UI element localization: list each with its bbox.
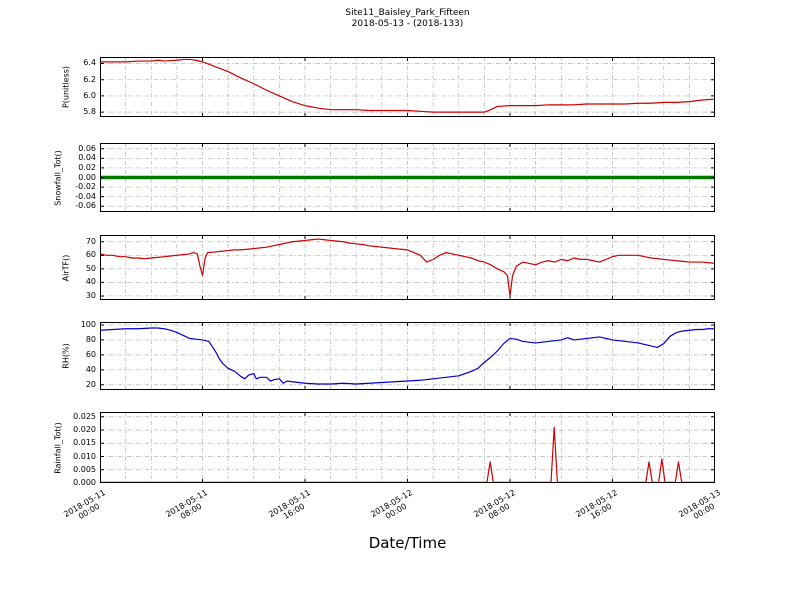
x-tick-label: 2018-05-11 16:00 (266, 488, 312, 521)
x-tick-label: 2018-05-13 00:00 (676, 488, 722, 521)
y-tick-label: 40 (85, 364, 96, 374)
panel-airtf (100, 235, 715, 300)
plot-canvas (100, 322, 715, 390)
y-tick-label: 60 (85, 250, 96, 260)
x-axis-title: Date/Time (368, 534, 447, 552)
panel-rainfall-tot (100, 412, 715, 483)
y-axis-label: Rainfall_Tot() (53, 421, 63, 474)
y-tick-label: 0.025 (73, 411, 96, 421)
y-tick-label: 0.00 (78, 172, 96, 182)
panel-rh (100, 322, 715, 390)
y-tick-label: 80 (85, 334, 96, 344)
y-tick-label: 0.06 (78, 143, 96, 153)
x-tick-label: 2018-05-12 16:00 (574, 488, 619, 521)
chart-title: Site11_Baisley_Park_Fifteen 2018-05-13 -… (0, 8, 800, 30)
y-tick-label: 60 (85, 349, 96, 359)
y-tick-label: 0.02 (78, 162, 96, 172)
plot-canvas (100, 235, 715, 300)
y-tick-label: 6.0 (83, 90, 96, 100)
y-tick-label: 70 (85, 236, 96, 246)
y-axis-label: P(unitless) (61, 65, 71, 109)
y-tick-label: 0.010 (73, 451, 96, 461)
x-tick-label: 2018-05-12 08:00 (471, 488, 517, 521)
y-tick-label: 0.020 (73, 425, 96, 434)
chart-title-line1: Site11_Baisley_Park_Fifteen (345, 8, 470, 18)
chart-title-line2: 2018-05-13 - (2018-133) (351, 19, 464, 29)
x-tick-label: 2018-05-12 00:00 (369, 488, 414, 521)
y-tick-label: 0.04 (78, 153, 96, 163)
plot-canvas (100, 57, 715, 117)
y-tick-label: -0.06 (75, 201, 96, 211)
x-tick-label: 2018-05-11 08:00 (164, 488, 209, 521)
y-tick-label: 20 (85, 379, 96, 389)
panel-p-unitless (100, 57, 715, 117)
plot-canvas (100, 143, 715, 212)
y-axis-label: RH(%) (61, 343, 71, 369)
y-tick-label: 50 (85, 263, 96, 273)
y-tick-label: 0.000 (73, 478, 96, 487)
y-tick-label: -0.04 (75, 191, 96, 201)
x-tick-label: 2018-05-11 00:00 (61, 488, 107, 521)
y-tick-label: -0.02 (75, 182, 96, 192)
panel-snowfall-tot (100, 143, 715, 212)
y-tick-label: 6.2 (83, 74, 96, 84)
y-axis-label: Snowfall_Tot() (53, 149, 63, 206)
y-tick-label: 100 (80, 319, 96, 329)
y-tick-label: 30 (85, 290, 96, 300)
y-tick-label: 0.005 (73, 464, 96, 474)
y-tick-label: 6.4 (83, 58, 96, 68)
y-axis-label: AirTF() (61, 254, 71, 281)
plot-canvas (100, 412, 715, 483)
y-tick-label: 5.8 (83, 107, 96, 117)
y-tick-label: 0.015 (73, 438, 96, 448)
y-tick-label: 40 (85, 277, 96, 287)
